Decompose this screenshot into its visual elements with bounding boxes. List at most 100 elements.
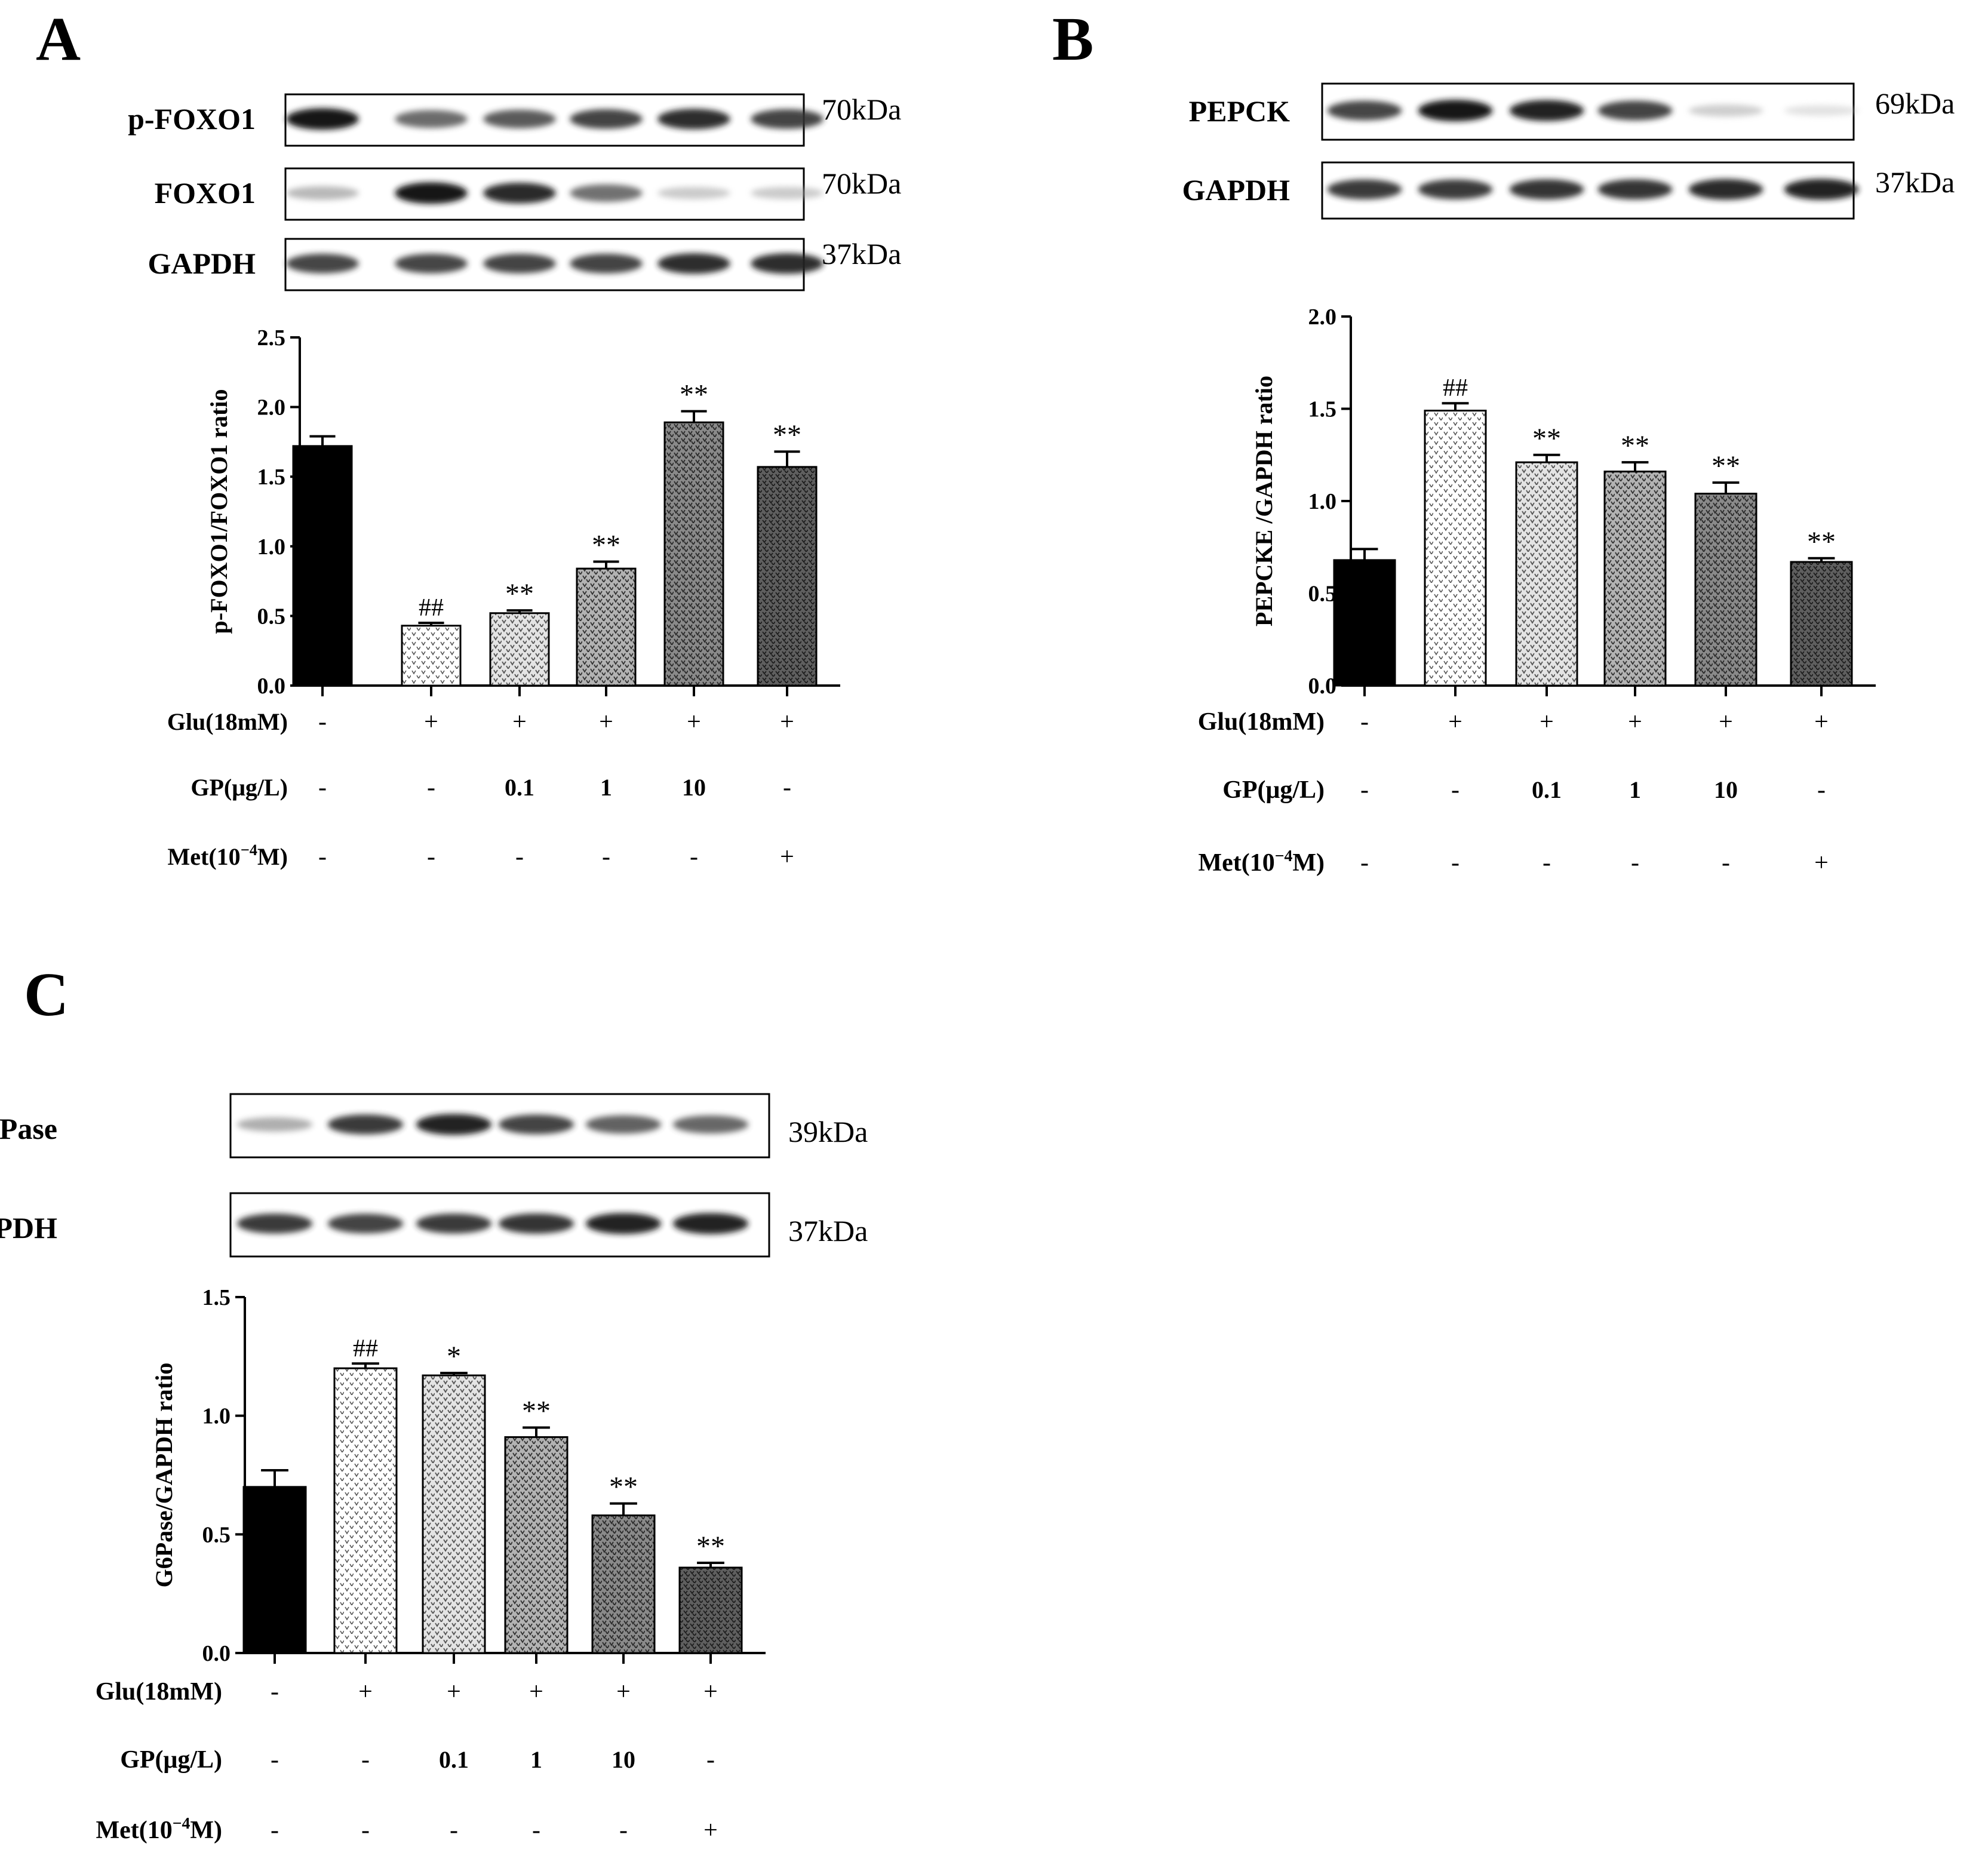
blot-frame xyxy=(1321,82,1855,141)
blot-kda: 37kDa xyxy=(1875,165,1955,199)
bar-rect xyxy=(292,445,353,687)
blot-band xyxy=(483,182,556,204)
condition-value: - xyxy=(427,774,435,801)
blot-band xyxy=(327,1114,404,1135)
condition-value: - xyxy=(1451,776,1459,804)
bar-rect xyxy=(757,466,818,687)
condition-value: - xyxy=(1360,849,1369,877)
significance-mark: ** xyxy=(592,529,620,561)
bar-rect xyxy=(1790,561,1853,687)
condition-value: 1 xyxy=(530,1746,542,1773)
bar-chart: 0.0 0.5 1.0 1.5 2.0 2.5 p-FOXO1/FOXO1 ratio ## *… xyxy=(205,325,840,699)
condition-table: Glu(18mM) - + + + + + GP(μg/L) - - 0.1 1 10 - Met(10−4… xyxy=(1198,708,1829,877)
condition-value: + xyxy=(780,843,794,871)
condition-value: - xyxy=(427,843,435,871)
blot-label: GAPDH xyxy=(1182,173,1290,207)
condition-value: - xyxy=(1631,849,1639,877)
bar xyxy=(1790,557,1853,687)
blot-band xyxy=(498,1114,574,1135)
blot-band xyxy=(1688,179,1763,200)
condition-label: GP(μg/L) xyxy=(1222,776,1325,804)
y-tick-label: 1.0 xyxy=(257,534,286,560)
condition-value: - xyxy=(1722,849,1730,877)
blot-band xyxy=(1597,100,1673,121)
blot-band xyxy=(1688,105,1763,117)
blot-band xyxy=(236,1213,313,1234)
bar xyxy=(1424,402,1487,687)
blot-band xyxy=(1509,179,1584,200)
bar-rect xyxy=(333,1367,398,1654)
blot-label: G6Pase xyxy=(0,1112,57,1145)
blot-band xyxy=(570,184,643,202)
blot-band xyxy=(657,253,730,274)
significance-mark: ** xyxy=(680,379,708,411)
blot-band xyxy=(286,186,359,200)
condition-label: Met(10−4M) xyxy=(1198,846,1325,877)
condition-value: - xyxy=(690,843,698,871)
condition-value: - xyxy=(271,1746,279,1774)
condition-value: - xyxy=(318,774,327,801)
significance-mark: ** xyxy=(1532,423,1561,454)
blot-kda: 70kDa xyxy=(822,93,901,126)
blot-p-foxo1: p-FOXO1 70kDa xyxy=(128,93,901,147)
blot-band xyxy=(395,253,468,274)
significance-mark: ## xyxy=(419,594,444,622)
y-axis-label: G6Pase/GAPDH ratio xyxy=(150,1363,177,1588)
condition-value: - xyxy=(1360,708,1369,736)
blot-gapdh: GAPDH 37kDa xyxy=(1182,161,1955,220)
blot-band xyxy=(395,110,468,128)
bar xyxy=(292,435,353,687)
significance-mark: ** xyxy=(696,1531,725,1562)
bar-rect xyxy=(422,1374,486,1654)
condition-value: - xyxy=(1817,776,1826,804)
condition-value: + xyxy=(616,1678,631,1706)
blot-band xyxy=(1509,100,1584,121)
blot-band xyxy=(395,182,468,204)
significance-mark: ** xyxy=(773,419,801,451)
bar-rect xyxy=(1515,461,1578,687)
condition-value: - xyxy=(706,1746,715,1774)
blot-band xyxy=(1418,179,1493,199)
condition-label: Met(10−4M) xyxy=(96,1814,222,1844)
blot-kda: 37kDa xyxy=(822,237,901,271)
blot-band xyxy=(286,108,359,130)
blot-band xyxy=(657,186,730,199)
condition-label: GP(μg/L) xyxy=(120,1746,222,1774)
bar-rect xyxy=(1694,493,1757,687)
condition-value: - xyxy=(532,1817,540,1844)
blot-band xyxy=(1327,100,1402,121)
significance-mark: ** xyxy=(1621,430,1649,462)
blot-band xyxy=(672,1115,749,1134)
condition-value: 10 xyxy=(682,774,706,801)
panel-letter: B xyxy=(1052,5,1093,73)
blot-pepck: PEPCK 69kDa xyxy=(1189,82,1955,141)
y-axis-label: p-FOXO1/FOXO1 ratio xyxy=(205,389,232,634)
bar-rect xyxy=(591,1514,656,1654)
bar-rect xyxy=(576,567,637,687)
blot-band xyxy=(483,253,556,274)
condition-value: 1 xyxy=(600,774,612,801)
significance-mark: ** xyxy=(609,1471,638,1503)
blot-band xyxy=(1597,179,1673,200)
condition-value: + xyxy=(358,1678,373,1706)
condition-value: 10 xyxy=(1714,776,1738,803)
y-axis-label: PEPCKE /GAPDH ratio xyxy=(1250,376,1277,626)
condition-value: - xyxy=(318,843,327,871)
significance-mark: ** xyxy=(1807,526,1836,558)
bar xyxy=(678,1562,743,1654)
significance-mark: * xyxy=(447,1341,461,1372)
bar xyxy=(422,1372,486,1654)
condition-label: Glu(18mM) xyxy=(1198,708,1325,736)
condition-value: + xyxy=(1814,849,1829,877)
condition-table: Glu(18mM) - + + + + + GP(μg/L) - - 0.1 1 10 - Met(10−4… xyxy=(167,708,794,871)
y-tick-label: 1.5 xyxy=(1308,397,1337,422)
bar-rect xyxy=(663,421,724,687)
y-tick-label: 1.5 xyxy=(202,1285,231,1310)
blot-label: GAPDH xyxy=(0,1211,57,1245)
blot-g6pase: G6Pase 39kDa xyxy=(0,1093,868,1159)
blot-band xyxy=(1327,179,1402,199)
condition-value: - xyxy=(361,1817,370,1844)
blot-band xyxy=(585,1213,662,1234)
